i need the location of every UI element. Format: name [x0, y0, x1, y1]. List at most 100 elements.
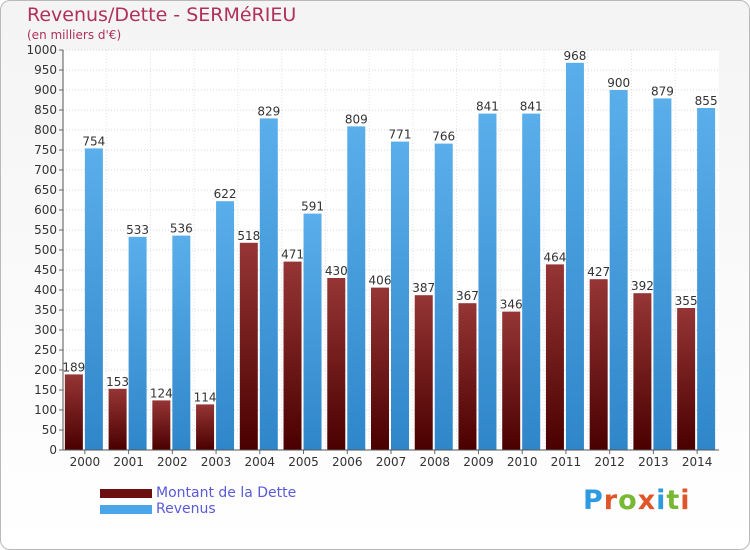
bar-debt [327, 278, 346, 450]
x-tick-label: 2002 [157, 455, 188, 469]
bar-revenus [172, 235, 191, 450]
data-label-debt: 189 [62, 360, 85, 374]
x-tick-label: 2014 [682, 455, 713, 469]
bar-revenus [565, 62, 584, 451]
x-tick-label: 2005 [288, 455, 319, 469]
data-label-revenus: 829 [257, 104, 280, 118]
data-label-debt: 153 [106, 375, 129, 389]
data-label-revenus: 766 [432, 130, 455, 144]
bar-debt [371, 287, 389, 450]
y-tick-label: 500 [34, 243, 57, 257]
logo-letter: i [656, 485, 667, 516]
bar-debt [414, 295, 433, 450]
proxiti-logo: Proxiti [583, 485, 691, 516]
legend-swatch-debt [100, 489, 152, 498]
bar-debt [283, 261, 302, 450]
data-label-debt: 430 [325, 264, 348, 278]
bar-debt [64, 374, 83, 450]
x-tick-label: 2013 [638, 455, 669, 469]
logo-letter: r [603, 485, 619, 516]
x-tick-label: 2008 [419, 455, 450, 469]
x-tick-label: 2000 [70, 455, 101, 469]
data-label-debt: 114 [194, 390, 217, 404]
y-tick-label: 850 [34, 103, 57, 117]
bar-debt [239, 242, 258, 450]
bar-revenus [391, 141, 409, 450]
logo-letter: i [680, 485, 691, 516]
data-label-debt: 464 [543, 250, 566, 264]
data-label-revenus: 855 [695, 94, 718, 108]
bar-debt [545, 264, 564, 450]
bar-revenus [609, 90, 628, 450]
y-tick-label: 800 [34, 123, 57, 137]
x-tick-label: 2007 [376, 455, 407, 469]
bar-revenus [128, 236, 147, 450]
y-tick-label: 400 [34, 283, 57, 297]
x-tick-label: 2010 [507, 455, 538, 469]
data-label-debt: 355 [675, 294, 698, 308]
chart-subtitle: (en milliers d'€) [27, 28, 122, 42]
x-tick-label: 2003 [201, 455, 232, 469]
bar-debt [633, 293, 652, 450]
bar-revenus [478, 113, 497, 450]
y-tick-label: 550 [34, 223, 57, 237]
data-label-revenus: 841 [476, 100, 499, 114]
bar-debt [458, 303, 477, 450]
bar-revenus [347, 126, 366, 451]
x-tick-label: 2006 [332, 455, 363, 469]
data-label-revenus: 879 [651, 84, 674, 98]
y-tick-label: 300 [34, 323, 57, 337]
y-tick-label: 450 [34, 263, 57, 277]
bar-debt [152, 400, 171, 450]
y-tick-label: 1000 [26, 43, 57, 57]
data-label-revenus: 536 [170, 222, 193, 236]
bar-revenus [522, 113, 541, 450]
data-label-debt: 427 [587, 265, 610, 279]
x-tick-label: 2004 [245, 455, 276, 469]
data-label-debt: 518 [237, 229, 260, 243]
data-label-revenus: 968 [563, 49, 586, 63]
bar-revenus [653, 98, 672, 451]
data-label-debt: 124 [150, 386, 173, 400]
bar-debt [196, 404, 215, 450]
data-label-revenus: 900 [607, 76, 630, 90]
x-tick-label: 2001 [113, 455, 144, 469]
legend-label-revenus: Revenus [156, 501, 216, 517]
logo-letter: o [618, 485, 638, 516]
y-tick-label: 600 [34, 203, 57, 217]
data-label-debt: 471 [281, 248, 304, 262]
y-tick-label: 50 [42, 423, 57, 437]
data-label-revenus: 809 [345, 112, 368, 126]
data-label-debt: 346 [500, 298, 523, 312]
y-tick-label: 750 [34, 143, 57, 157]
bar-revenus [434, 143, 453, 450]
data-label-debt: 367 [456, 289, 479, 303]
y-tick-label: 150 [34, 383, 57, 397]
data-label-debt: 387 [412, 281, 435, 295]
data-label-debt: 392 [631, 279, 654, 293]
x-tick-label: 2009 [463, 455, 494, 469]
bar-revenus [259, 118, 278, 451]
bar-revenus [216, 201, 235, 450]
data-label-debt: 406 [369, 274, 392, 288]
data-label-revenus: 841 [520, 100, 543, 114]
data-label-revenus: 754 [82, 134, 105, 148]
logo-letter: t [666, 485, 681, 516]
legend-label-debt: Montant de la Dette [156, 485, 297, 501]
bar-debt [502, 311, 521, 450]
x-tick-label: 2011 [551, 455, 582, 469]
y-tick-label: 200 [34, 363, 57, 377]
x-tick-label: 2012 [594, 455, 625, 469]
logo-letter: P [583, 485, 604, 516]
data-label-revenus: 533 [126, 223, 149, 237]
data-label-revenus: 771 [389, 128, 412, 142]
chart-title: Revenus/Dette - SERMéRIEU [27, 4, 297, 26]
y-tick-label: 0 [49, 443, 57, 457]
logo-letter: x [637, 485, 657, 516]
bar-revenus [697, 108, 716, 450]
y-tick-label: 900 [34, 83, 57, 97]
data-label-revenus: 591 [301, 200, 324, 214]
y-tick-label: 950 [34, 63, 57, 77]
y-tick-label: 700 [34, 163, 57, 177]
